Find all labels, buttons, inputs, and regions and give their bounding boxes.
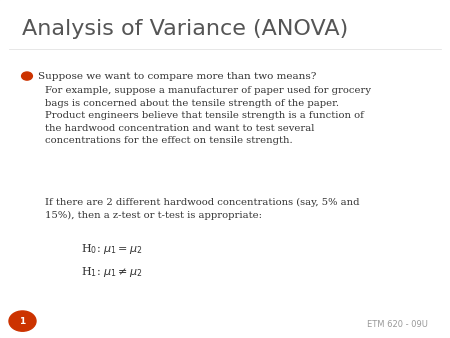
Circle shape [9, 311, 36, 331]
Text: If there are 2 different hardwood concentrations (say, 5% and
15%), then a z-tes: If there are 2 different hardwood concen… [45, 198, 360, 220]
Text: For example, suppose a manufacturer of paper used for grocery
bags is concerned : For example, suppose a manufacturer of p… [45, 86, 371, 145]
Text: H$_1$: $\mu_1 \neq \mu_2$: H$_1$: $\mu_1 \neq \mu_2$ [81, 265, 143, 279]
Text: Analysis of Variance (ANOVA): Analysis of Variance (ANOVA) [22, 19, 349, 39]
Circle shape [22, 72, 32, 80]
Text: ETM 620 - 09U: ETM 620 - 09U [367, 320, 428, 329]
Text: Suppose we want to compare more than two means?: Suppose we want to compare more than two… [38, 72, 317, 80]
Text: 1: 1 [19, 317, 26, 325]
Text: H$_0$: $\mu_1 = \mu_2$: H$_0$: $\mu_1 = \mu_2$ [81, 242, 143, 256]
